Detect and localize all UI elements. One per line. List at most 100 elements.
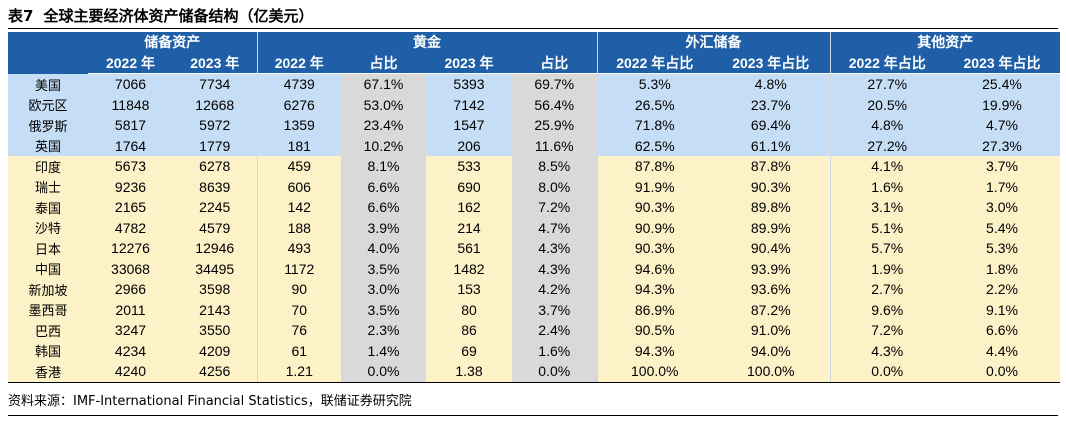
table-row: 俄罗斯 5817 5972 1359 23.4% 1547 25.9% 71.8% 69.4% 4… [8,115,1060,136]
value-cell: 606 [256,176,341,197]
value-cell: 0.0% [829,361,944,383]
table-row: 瑞士 9236 8639 606 6.6% 690 8.0% 91.9% 90.3% 1.6% 1.… [8,176,1060,197]
subheader-fx-share-2023: 2023 年占比 [712,52,830,74]
value-cell: 4579 [173,217,257,238]
value-cell: 1482 [426,258,512,279]
value-cell: 3.9% [341,217,426,238]
value-cell: 3.0% [341,279,426,300]
value-cell: 690 [426,176,512,197]
value-cell: 1172 [256,258,341,279]
table-row: 巴西 3247 3550 76 2.3% 86 2.4% 90.5% 91.0% 7.2% 6.6% [8,320,1060,341]
table-number: 表7 [8,7,34,25]
value-cell: 26.5% [596,94,712,115]
value-cell: 5.7% [829,238,944,259]
value-cell: 3.7% [512,299,597,320]
value-cell: 9.1% [944,299,1060,320]
value-cell: 5.1% [829,217,944,238]
value-cell: 86 [426,320,512,341]
value-cell: 12668 [173,94,257,115]
value-cell: 27.7% [829,73,944,95]
source-note: 资料来源：IMF-International Financial Statist… [8,394,412,409]
value-cell: 1.21 [256,361,341,383]
value-cell: 4.4% [944,340,1060,361]
value-cell: 0.0% [341,361,426,383]
value-cell: 90.5% [596,320,712,341]
top-rule [8,28,1058,29]
value-cell: 7.2% [829,320,944,341]
value-cell: 5817 [88,115,173,136]
subheader-other-share-2023: 2023 年占比 [944,52,1060,74]
table-row: 新加坡 2966 3598 90 3.0% 153 4.2% 94.3% 93.6% 2.7% 2.… [8,279,1060,300]
value-cell: 181 [256,135,341,156]
value-cell: 5.3% [596,73,712,95]
value-cell: 87.8% [596,156,712,177]
country-cell: 巴西 [8,320,88,341]
value-cell: 5.3% [944,238,1060,259]
value-cell: 1359 [256,115,341,136]
value-cell: 87.2% [712,299,830,320]
country-cell: 英国 [8,135,88,156]
value-cell: 1.6% [512,340,597,361]
value-cell: 100.0% [596,361,712,383]
value-cell: 4.8% [829,115,944,136]
value-cell: 0.0% [944,361,1060,383]
country-cell: 印度 [8,156,88,177]
value-cell: 2.4% [512,320,597,341]
value-cell: 1764 [88,135,173,156]
value-cell: 2.3% [341,320,426,341]
value-cell: 53.0% [341,94,426,115]
value-cell: 87.8% [712,156,830,177]
country-cell: 美国 [8,73,88,95]
value-cell: 188 [256,217,341,238]
value-cell: 1.9% [829,258,944,279]
value-cell: 90.3% [712,176,830,197]
subheader-gold-share-2022: 占比 [341,52,426,74]
table-row: 英国 1764 1779 181 10.2% 206 11.6% 62.5% 61.1% 27.2… [8,135,1060,156]
value-cell: 3247 [88,320,173,341]
table-row: 香港 4240 4256 1.21 0.0% 1.38 0.0% 100.0% 100.0% 0.… [8,361,1060,383]
value-cell: 4.0% [341,238,426,259]
value-cell: 61 [256,340,341,361]
value-cell: 3550 [173,320,257,341]
country-cell: 沙特 [8,217,88,238]
value-cell: 3.7% [944,156,1060,177]
value-cell: 33068 [88,258,173,279]
country-cell: 泰国 [8,197,88,218]
value-cell: 67.1% [341,73,426,95]
value-cell: 91.9% [596,176,712,197]
value-cell: 4.2% [512,279,597,300]
value-cell: 5393 [426,73,512,95]
subheader-fx-share-2022: 2022 年占比 [596,52,712,74]
value-cell: 0.0% [512,361,597,383]
value-cell: 4.7% [512,217,597,238]
value-cell: 23.7% [712,94,830,115]
value-cell: 86.9% [596,299,712,320]
value-cell: 34495 [173,258,257,279]
value-cell: 61.1% [712,135,830,156]
header-group-row: 储备资产 黄金 外汇储备 其他资产 [8,32,1060,74]
value-cell: 2165 [88,197,173,218]
value-cell: 93.6% [712,279,830,300]
value-cell: 1547 [426,115,512,136]
table-row: 沙特 4782 4579 188 3.9% 214 4.7% 90.9% 89.9% 5.1% 5.… [8,217,1060,238]
value-cell: 2245 [173,197,257,218]
value-cell: 6.6% [341,176,426,197]
subheader-gold-share-2023: 占比 [512,52,597,74]
value-cell: 4209 [173,340,257,361]
subheader-gold-2022: 2022 年 [256,52,341,74]
bottom-rule [8,415,1058,416]
value-cell: 4739 [256,73,341,95]
value-cell: 6276 [256,94,341,115]
value-cell: 9.6% [829,299,944,320]
value-cell: 90.4% [712,238,830,259]
country-cell: 香港 [8,361,88,383]
value-cell: 12946 [173,238,257,259]
value-cell: 8.5% [512,156,597,177]
country-cell: 墨西哥 [8,299,88,320]
value-cell: 1.8% [944,258,1060,279]
value-cell: 8.0% [512,176,597,197]
value-cell: 3.1% [829,197,944,218]
value-cell: 4.8% [712,73,830,95]
value-cell: 214 [426,217,512,238]
value-cell: 90 [256,279,341,300]
